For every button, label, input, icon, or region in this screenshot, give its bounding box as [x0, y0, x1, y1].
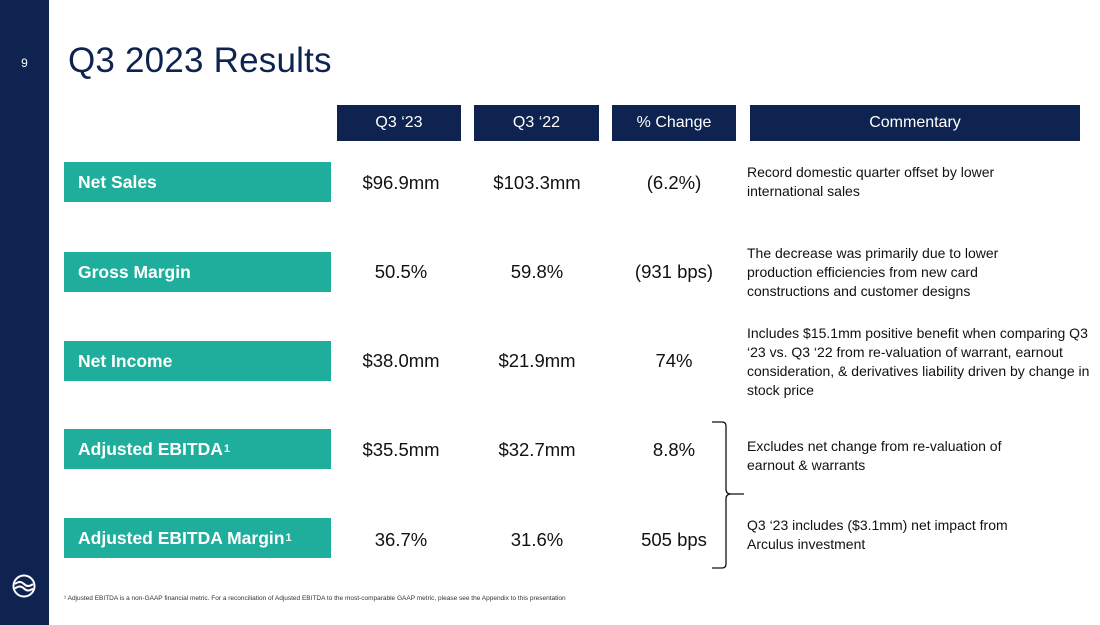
adjusted-ebitda-margin-change: 505 bps [641, 529, 707, 550]
net-sales-q3-23: $96.9mm [362, 172, 440, 193]
row-label-text: Gross Margin [78, 261, 191, 282]
header-q3-23: Q3 ‘23 [337, 105, 461, 141]
page-title: Q3 2023 Results [68, 41, 332, 80]
net-income-q3-22: $21.9mm [498, 350, 576, 371]
adjusted-ebitda-margin-commentary: Q3 ‘23 includes ($3.1mm) net impact from… [747, 517, 1008, 552]
gross-margin-q3-22: 59.8% [510, 261, 564, 282]
header-percent-change: % Change [612, 105, 736, 141]
header-commentary: Commentary [750, 105, 1080, 141]
row-label-adjusted-ebitda-margin: Adjusted EBITDA Margin 1 [64, 518, 331, 558]
adjusted-ebitda-q3-22: $32.7mm [498, 439, 576, 460]
row-label-text: Adjusted EBITDA Margin [78, 527, 285, 548]
row-label-text: Adjusted EBITDA [78, 438, 223, 459]
net-sales-q3-22: $103.3mm [493, 172, 581, 193]
adjusted-ebitda-commentary: Excludes net change from re-valuation of… [747, 438, 1002, 473]
sidebar: 9 [0, 0, 49, 625]
net-income-q3-23: $38.0mm [362, 350, 440, 371]
gross-margin-commentary: The decrease was primarily due to lower … [747, 245, 999, 299]
row-label-gross-margin: Gross Margin [64, 252, 331, 292]
adjusted-ebitda-margin-q3-22: 31.6% [510, 529, 564, 550]
net-income-change: 74% [655, 350, 693, 371]
adjusted-ebitda-q3-23: $35.5mm [362, 439, 440, 460]
row-label-text: Net Income [78, 350, 173, 371]
gross-margin-q3-23: 50.5% [374, 261, 428, 282]
company-logo-icon [12, 574, 36, 598]
net-sales-commentary: Record domestic quarter offset by lower … [747, 164, 995, 199]
row-label-net-sales: Net Sales [64, 162, 331, 202]
adjusted-ebitda-change: 8.8% [652, 439, 696, 460]
footnote: ¹ Adjusted EBITDA is a non-GAAP financia… [64, 595, 566, 602]
header-q3-22: Q3 ‘22 [474, 105, 599, 141]
right-brace-icon [712, 421, 744, 569]
row-label-text: Net Sales [78, 171, 157, 192]
net-sales-change: (6.2%) [646, 172, 702, 193]
adjusted-ebitda-margin-q3-23: 36.7% [374, 529, 428, 550]
page-number: 9 [21, 56, 28, 70]
net-income-commentary: Includes $15.1mm positive benefit when c… [747, 325, 1090, 398]
row-label-adjusted-ebitda: Adjusted EBITDA 1 [64, 429, 331, 469]
gross-margin-change: (931 bps) [634, 261, 714, 282]
row-label-net-income: Net Income [64, 341, 331, 381]
